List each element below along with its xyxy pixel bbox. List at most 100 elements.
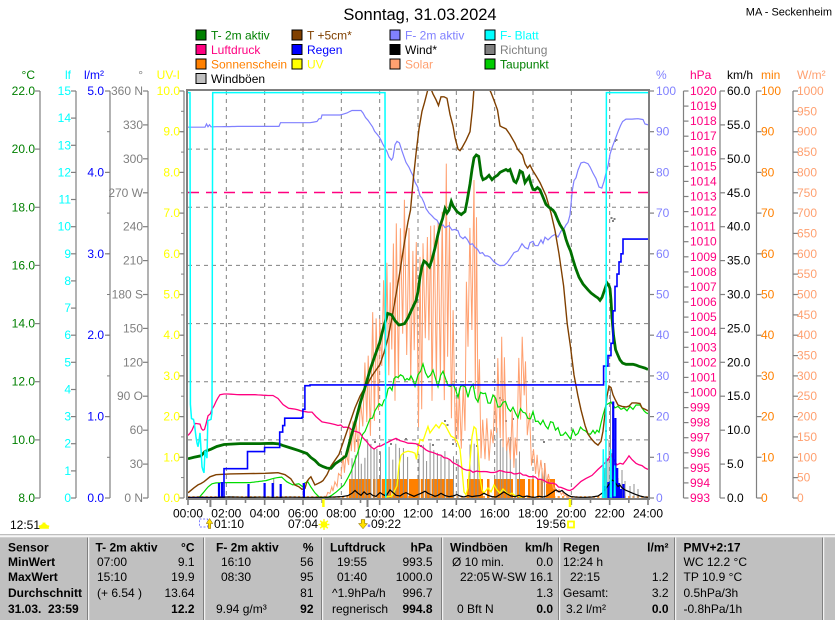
svg-text:16.0: 16.0 <box>12 258 36 272</box>
svg-text:22.0: 22.0 <box>12 84 36 98</box>
svg-text:60: 60 <box>130 423 144 437</box>
svg-text:40: 40 <box>656 328 670 342</box>
svg-text:0: 0 <box>797 491 804 505</box>
svg-text:3.2: 3.2 <box>652 586 669 600</box>
svg-text:150: 150 <box>123 321 143 335</box>
svg-text:0 N: 0 N <box>124 491 143 505</box>
svg-text:997: 997 <box>690 431 710 445</box>
svg-text:0.0: 0.0 <box>727 491 744 505</box>
svg-text:70: 70 <box>656 206 670 220</box>
svg-text:1018: 1018 <box>690 114 717 128</box>
svg-text:W/m²: W/m² <box>797 68 826 82</box>
svg-text:Taupunkt: Taupunkt <box>500 58 549 72</box>
svg-text:10:00: 10:00 <box>365 507 395 521</box>
svg-text:12.2: 12.2 <box>171 602 195 616</box>
svg-text:1008: 1008 <box>690 265 717 279</box>
svg-text:13.64: 13.64 <box>164 586 194 600</box>
svg-text:08:00: 08:00 <box>326 507 356 521</box>
svg-text:900: 900 <box>797 125 817 139</box>
svg-text:06:00: 06:00 <box>288 507 318 521</box>
svg-text:180 S: 180 S <box>112 288 143 302</box>
svg-text:9.94 g/m³: 9.94 g/m³ <box>216 602 267 616</box>
svg-text:60: 60 <box>761 247 775 261</box>
svg-text:993.5: 993.5 <box>402 555 432 569</box>
svg-text:1019: 1019 <box>690 99 717 113</box>
svg-text:Wind*: Wind* <box>405 43 437 57</box>
svg-text:35.0: 35.0 <box>727 254 751 268</box>
svg-text:9.0: 9.0 <box>163 125 180 139</box>
svg-text:MaxWert: MaxWert <box>8 570 58 584</box>
svg-text:100: 100 <box>656 84 676 98</box>
svg-text:Sonnenschein: Sonnenschein <box>211 58 287 72</box>
svg-text:T- 2m aktiv: T- 2m aktiv <box>96 541 158 555</box>
svg-text:15:10: 15:10 <box>97 570 127 584</box>
svg-text:22:15: 22:15 <box>570 570 600 584</box>
svg-text:100: 100 <box>797 450 817 464</box>
svg-text:1014: 1014 <box>690 174 717 188</box>
svg-text:1015: 1015 <box>690 159 717 173</box>
svg-text:330: 330 <box>123 118 143 132</box>
svg-text:90 O: 90 O <box>117 389 143 403</box>
svg-text:1016: 1016 <box>690 144 717 158</box>
svg-text:90: 90 <box>761 125 775 139</box>
svg-text:30.0: 30.0 <box>727 288 751 302</box>
svg-text:3.0: 3.0 <box>163 369 180 383</box>
svg-text:50.0: 50.0 <box>727 152 751 166</box>
svg-text:3: 3 <box>64 410 71 424</box>
svg-text:2: 2 <box>64 437 71 451</box>
svg-text:T- 2m aktiv: T- 2m aktiv <box>211 29 270 43</box>
svg-text:l/m²: l/m² <box>647 541 668 555</box>
svg-text:T +5cm*: T +5cm* <box>307 29 352 43</box>
svg-text:regnerisch: regnerisch <box>332 602 388 616</box>
svg-text:1005: 1005 <box>690 310 717 324</box>
svg-text:07:00: 07:00 <box>97 555 127 569</box>
svg-text:0: 0 <box>64 491 71 505</box>
svg-text:%: % <box>303 541 314 555</box>
svg-text:-0.8hPa/1h: -0.8hPa/1h <box>684 602 743 616</box>
svg-text:10.0: 10.0 <box>157 84 181 98</box>
svg-text:60: 60 <box>656 247 670 261</box>
svg-text:F- 2m aktiv: F- 2m aktiv <box>216 541 279 555</box>
svg-text:l/m²: l/m² <box>84 68 104 82</box>
svg-text:1017: 1017 <box>690 129 717 143</box>
svg-text:994.8: 994.8 <box>402 602 432 616</box>
svg-text:lf: lf <box>65 68 72 82</box>
svg-text:998: 998 <box>690 416 710 430</box>
svg-text:(+ 6.54 ): (+ 6.54 ) <box>97 586 142 600</box>
svg-text:11: 11 <box>59 193 72 207</box>
svg-text:hPa: hPa <box>410 541 432 555</box>
svg-text:MinWert: MinWert <box>8 555 55 569</box>
svg-text:1020: 1020 <box>690 84 717 98</box>
svg-text:09:22: 09:22 <box>371 517 401 531</box>
svg-text:700: 700 <box>797 206 817 220</box>
svg-text:1001: 1001 <box>690 370 717 384</box>
svg-text:50: 50 <box>656 288 670 302</box>
svg-text:5.0: 5.0 <box>727 457 744 471</box>
svg-text:F- 2m aktiv: F- 2m aktiv <box>405 29 464 43</box>
svg-text:210: 210 <box>123 254 143 268</box>
svg-text:25.0: 25.0 <box>727 321 751 335</box>
svg-text:993: 993 <box>690 491 710 505</box>
svg-text:Luftdruck: Luftdruck <box>211 43 261 57</box>
svg-text:50: 50 <box>797 471 811 485</box>
svg-text:UV-I: UV-I <box>157 68 180 82</box>
svg-text:Durchschnitt: Durchschnitt <box>8 586 82 600</box>
svg-text:24:00: 24:00 <box>633 507 663 521</box>
svg-text:1010: 1010 <box>690 235 717 249</box>
svg-text:min: min <box>761 68 780 82</box>
svg-text:Sonntag, 31.03.2024: Sonntag, 31.03.2024 <box>343 6 496 24</box>
svg-text:12: 12 <box>58 165 72 179</box>
svg-text:200: 200 <box>797 410 817 424</box>
svg-text:00:00: 00:00 <box>173 507 203 521</box>
svg-text:Luftdruck: Luftdruck <box>330 541 386 555</box>
svg-text:1.0: 1.0 <box>87 410 104 424</box>
svg-text:12:00: 12:00 <box>403 507 433 521</box>
svg-text:95: 95 <box>300 570 314 584</box>
svg-text:0.0: 0.0 <box>163 491 180 505</box>
svg-text:Regen: Regen <box>563 541 600 555</box>
svg-text:350: 350 <box>797 349 817 363</box>
svg-text:Regen: Regen <box>307 43 342 57</box>
svg-text:Windböen: Windböen <box>450 541 508 555</box>
svg-text:50: 50 <box>761 288 775 302</box>
svg-text:0.0: 0.0 <box>87 491 104 505</box>
